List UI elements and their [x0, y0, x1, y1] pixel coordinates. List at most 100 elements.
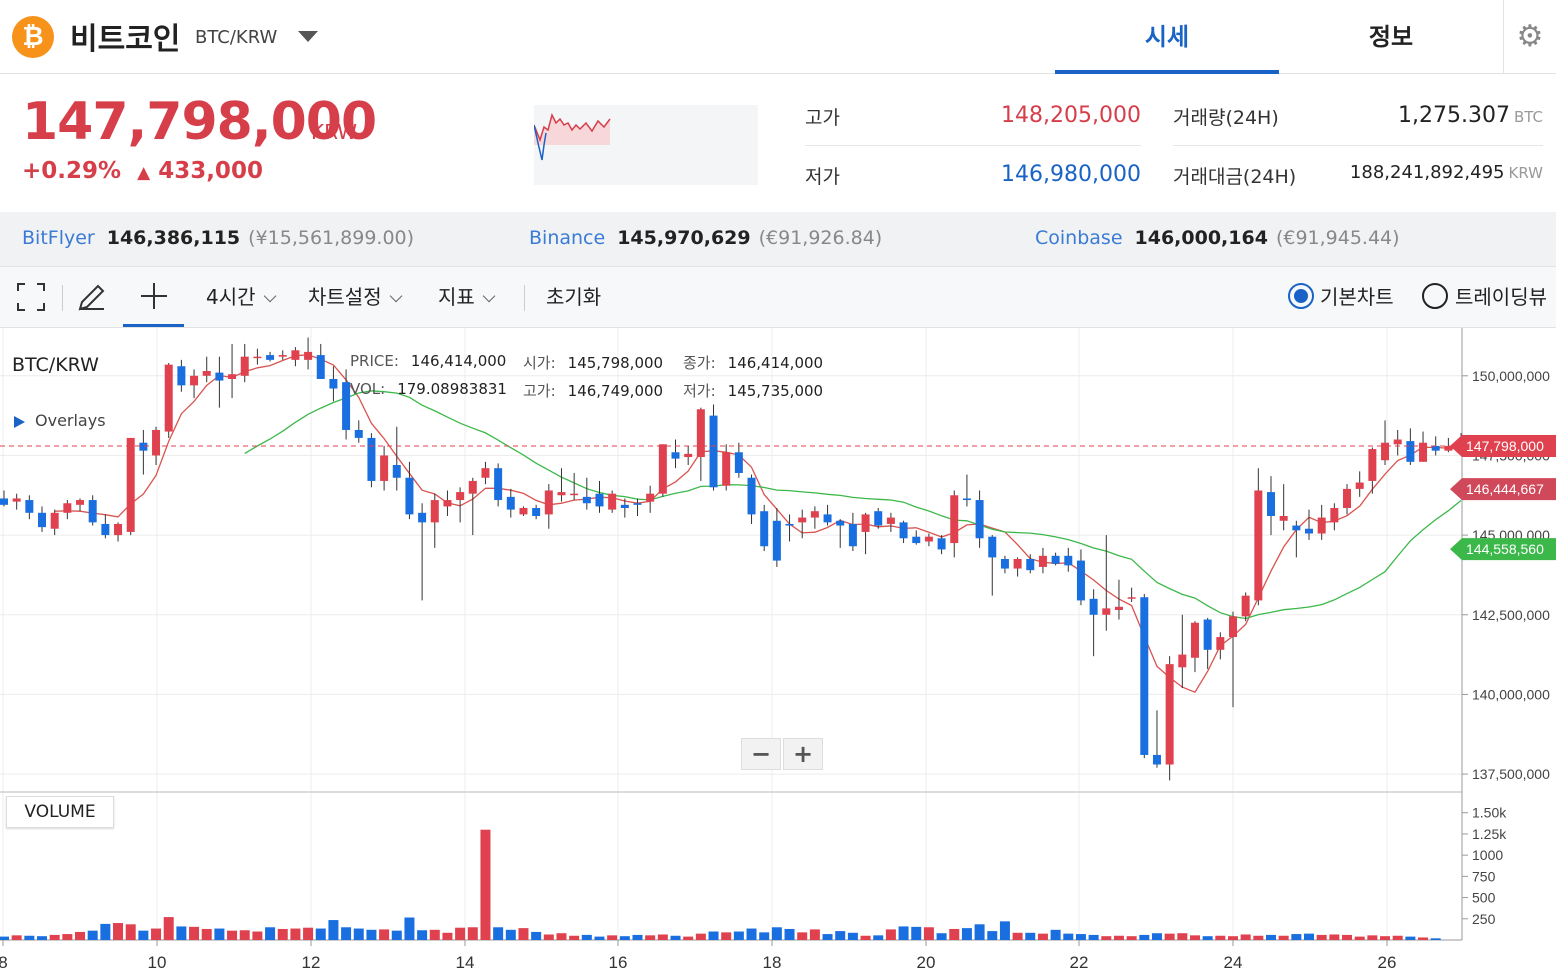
exchange-name: Binance [529, 227, 606, 249]
candle-body [1038, 555, 1047, 567]
tab-price[interactable]: 시세 [1055, 0, 1279, 74]
candle-body [76, 500, 85, 505]
volume-bar [911, 926, 922, 940]
volume-bar [391, 930, 402, 940]
volume-unit: BTC [1513, 108, 1543, 126]
volume-bar [1164, 933, 1175, 940]
zoom-out-button[interactable]: − [741, 738, 781, 770]
exchange-binance[interactable]: Binance 145,970,629 (€91,926.84) [529, 227, 882, 249]
candle-body [950, 495, 959, 544]
volume-bar [987, 931, 998, 940]
volume-bar [657, 934, 668, 940]
indicators-menu[interactable]: 지표 [438, 267, 496, 327]
exchange-price: 145,970,629 [617, 227, 751, 249]
candle-body [1140, 597, 1149, 755]
volume-bar [493, 927, 504, 940]
tab-info[interactable]: 정보 [1368, 23, 1414, 51]
radio-basic-chart[interactable] [1288, 283, 1314, 309]
exchange-local-price: (€91,945.44) [1275, 227, 1400, 249]
volume-bar [873, 935, 884, 940]
x-tick-label: 10 [148, 953, 167, 972]
volume-bar [949, 928, 960, 940]
reset-button[interactable]: 초기화 [546, 285, 602, 309]
y-tick-label: 140,000,000 [1472, 686, 1550, 702]
volume-bar [404, 917, 415, 940]
volume-bar [1354, 936, 1365, 940]
candle-body [114, 523, 123, 536]
radio-tradingview[interactable] [1422, 283, 1448, 309]
candle-body [456, 492, 465, 501]
candle-body [937, 538, 946, 550]
chevron-down-icon [482, 289, 496, 303]
chevron-down-icon[interactable] [298, 31, 318, 42]
chart-settings-menu[interactable]: 차트설정 [308, 267, 403, 327]
candle-body [1165, 664, 1174, 765]
radio-tradingview-label[interactable]: 트레이딩뷰 [1455, 285, 1547, 309]
volume-bar [62, 934, 73, 940]
change-amount: 433,000 [158, 158, 263, 184]
up-arrow-icon: ▲ [137, 163, 151, 183]
candle-body [443, 500, 452, 507]
volume-bar [125, 924, 136, 940]
overlays-toggle[interactable]: Overlays [14, 411, 106, 430]
candle-body [582, 496, 591, 504]
candle-body [1381, 442, 1390, 461]
volume-bar [936, 933, 947, 940]
fullscreen-icon[interactable] [16, 267, 48, 327]
candle-body [164, 364, 173, 432]
candle-body [658, 444, 667, 494]
candle-body [988, 536, 997, 558]
x-tick-label: 22 [1070, 953, 1089, 972]
volume-bar [290, 928, 301, 940]
volume-panel-label: VOLUME [6, 796, 114, 828]
pencil-icon[interactable] [76, 267, 110, 327]
candle-body [253, 356, 262, 359]
radio-basic-label[interactable]: 기본차트 [1320, 285, 1394, 309]
ohlc-value: 145,798,000 [567, 354, 664, 372]
volume-bar [695, 933, 706, 940]
exchange-coinbase[interactable]: Coinbase 146,000,164 (€91,945.44) [1035, 227, 1400, 249]
candle-body [1393, 439, 1402, 445]
crosshair-icon[interactable] [123, 267, 184, 327]
interval-label: 4시간 [206, 285, 256, 309]
gear-icon[interactable]: ⚙ [1503, 0, 1556, 74]
volume-bar [531, 931, 542, 940]
volume-bar [0, 936, 9, 940]
low-label: 저가 [805, 166, 840, 188]
interval-select[interactable]: 4시간 [206, 267, 276, 327]
volume-bar [201, 928, 212, 940]
y-tick-label: 150,000,000 [1472, 368, 1550, 384]
exchange-bitflyer[interactable]: BitFlyer 146,386,115 (¥15,561,899.00) [22, 227, 414, 249]
candle-body [1064, 555, 1073, 566]
candle-body [785, 523, 794, 526]
volume-bar [315, 928, 326, 940]
volume-bar [1088, 934, 1099, 940]
candle-body [975, 500, 984, 539]
volume-bar [227, 930, 238, 940]
overlays-label: Overlays [35, 411, 106, 430]
zoom-in-button[interactable]: + [783, 738, 823, 770]
candle-body [772, 520, 781, 561]
candle-body [620, 504, 629, 509]
stat-divider [1173, 145, 1543, 146]
volume-bar [581, 934, 592, 940]
candle-body [1330, 508, 1339, 523]
chart-pair-title: BTC/KRW [12, 354, 99, 376]
candle-body [836, 520, 845, 526]
exchange-price: 146,386,115 [106, 227, 241, 249]
volume-bar [328, 920, 339, 940]
volume-bar [759, 932, 770, 940]
volume-bar [11, 935, 22, 940]
volume-bar [1278, 935, 1289, 940]
candle-body [139, 442, 148, 451]
volume-bar [1025, 932, 1036, 940]
candle-body [468, 480, 477, 494]
candle-body [304, 351, 313, 360]
ohlc-open: 시가: 145,798,000 [523, 352, 663, 373]
y-tick-label: 137,500,000 [1472, 766, 1550, 782]
volume-bar [341, 927, 352, 940]
volume-bar [784, 928, 795, 940]
candlestick-chart[interactable]: 150,000,000147,500,000145,000,000142,500… [0, 328, 1556, 980]
volume-bar [366, 929, 377, 940]
candle-body [0, 498, 8, 505]
